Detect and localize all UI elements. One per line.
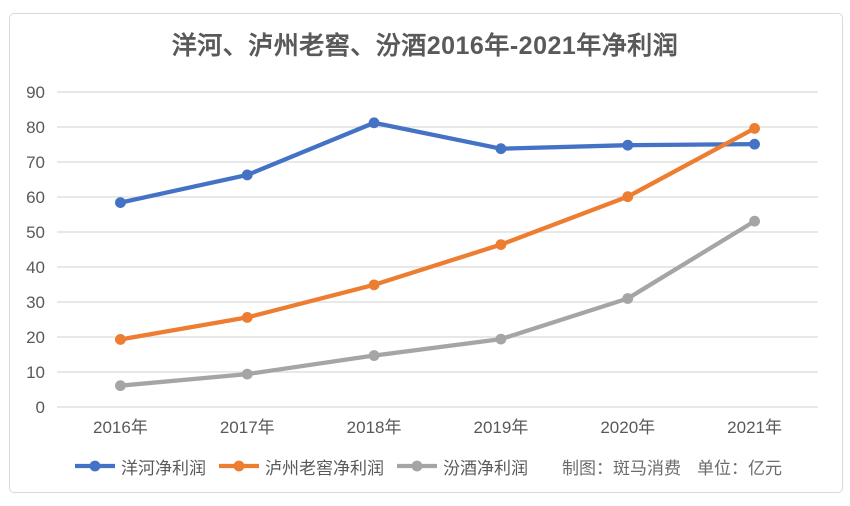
unit-note: 单位：亿元 — [697, 458, 782, 478]
y-tick-label: 80 — [26, 118, 45, 137]
y-tick-label: 10 — [26, 363, 45, 382]
x-axis-label: 2018年 — [347, 418, 402, 437]
data-point-汾酒净利润 — [115, 380, 126, 392]
data-point-洋河净利润 — [749, 138, 760, 150]
series-line-洋河净利润 — [118, 120, 757, 205]
x-axis-label: 2016年 — [93, 418, 148, 437]
data-point-洋河净利润 — [368, 117, 380, 129]
data-point-洋河净利润 — [622, 139, 634, 151]
chart-title: 洋河、泸州老窖、汾酒2016年-2021年净利润 — [171, 32, 679, 60]
data-point-洋河净利润 — [115, 197, 126, 209]
x-axis-label: 2020年 — [600, 418, 655, 437]
data-point-汾酒净利润 — [241, 368, 253, 380]
data-point-泸州老窖净利润 — [241, 312, 253, 323]
legend-item-fenjiu: 汾酒净利润 — [396, 454, 528, 479]
data-point-汾酒净利润 — [495, 333, 507, 345]
data-point-泸州老窖净利润 — [495, 239, 507, 251]
data-point-汾酒净利润 — [622, 293, 634, 304]
y-tick-label: 0 — [36, 398, 45, 417]
data-point-汾酒净利润 — [368, 350, 380, 361]
y-tick-label: 20 — [26, 328, 45, 347]
legend-label-fenjiu: 汾酒净利润 — [443, 458, 528, 478]
y-tick-label: 60 — [26, 188, 45, 207]
data-point-泸州老窖净利润 — [115, 334, 126, 345]
legend-label-yanghe: 洋河净利润 — [121, 458, 206, 478]
legend-label-luzhou-laojiao: 泸州老窖净利润 — [265, 458, 384, 478]
series-line-汾酒净利润 — [118, 218, 757, 388]
legend-item-yanghe: 洋河净利润 — [74, 454, 206, 479]
y-tick-label: 40 — [26, 258, 45, 277]
luzhou-laojiao-line-marker-icon — [219, 460, 259, 472]
legend-item-luzhou-laojiao: 泸州老窖净利润 — [218, 454, 384, 479]
chart-legend: 洋河净利润 泸州老窖净利润 汾酒净利润 制图：斑马消费 单位：亿元 — [45, 454, 805, 478]
y-tick-label: 90 — [26, 83, 45, 102]
data-point-洋河净利润 — [241, 169, 253, 181]
x-axis-label: 2021年 — [727, 418, 782, 437]
source-note: 制图：斑马消费 — [562, 458, 681, 478]
fenjiu-line-marker-icon — [397, 460, 437, 472]
x-axis-label: 2019年 — [474, 418, 529, 437]
data-point-洋河净利润 — [495, 143, 507, 155]
series-line-泸州老窖净利润 — [118, 126, 757, 342]
data-point-泸州老窖净利润 — [749, 122, 760, 134]
data-point-汾酒净利润 — [749, 215, 760, 227]
yanghe-line-marker-icon — [75, 460, 115, 472]
y-tick-label: 30 — [26, 293, 45, 312]
y-tick-label: 70 — [26, 153, 45, 172]
y-tick-label: 50 — [26, 223, 45, 242]
x-axis-label: 2017年 — [220, 418, 275, 437]
data-point-泸州老窖净利润 — [368, 279, 380, 291]
data-point-泸州老窖净利润 — [622, 191, 634, 203]
